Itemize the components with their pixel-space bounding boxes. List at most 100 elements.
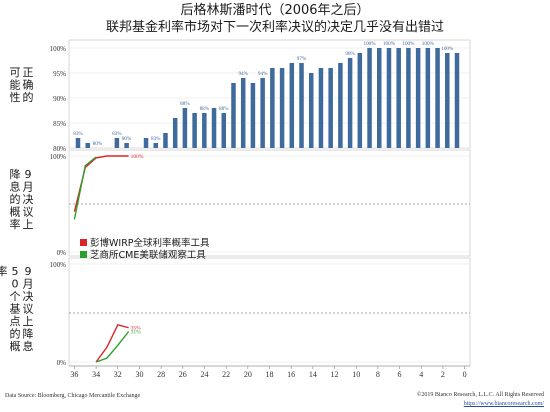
x-tick-label: 28 bbox=[157, 370, 165, 379]
series-line bbox=[95, 323, 129, 363]
bar bbox=[85, 143, 90, 148]
chart-title: 后格林斯潘时代（2006年之后） 联邦基金利率市场对下一次利率决议的决定几乎没有… bbox=[0, 2, 550, 36]
bar bbox=[124, 143, 129, 148]
title-line-2: 联邦基金利率市场对下一次利率决议的决定几乎没有出错过 bbox=[105, 20, 444, 35]
y-tick-label: 80% bbox=[53, 145, 66, 153]
y-axis-title-char: 可 bbox=[10, 66, 21, 79]
y-axis-title-char: 率 bbox=[10, 217, 21, 231]
bar bbox=[231, 83, 236, 148]
y-axis-title-char: 的 bbox=[10, 327, 21, 341]
x-tick-label: 10 bbox=[352, 370, 360, 379]
bar bbox=[454, 53, 460, 148]
y-axis-title-char: 的 bbox=[10, 192, 21, 206]
bar bbox=[163, 133, 168, 148]
y-axis-title-char: 月 bbox=[23, 181, 34, 194]
y-axis-title-char: 0 bbox=[12, 278, 19, 291]
y-axis-title-char: 上 bbox=[23, 315, 34, 328]
bar-value-label: 88% bbox=[180, 101, 190, 107]
x-tick-label: 6 bbox=[398, 370, 402, 379]
bar bbox=[445, 53, 450, 148]
bar bbox=[347, 58, 353, 148]
x-tick-label: 24 bbox=[200, 370, 208, 379]
series-line bbox=[95, 331, 130, 363]
series-end-label: 100% bbox=[131, 154, 144, 160]
bar bbox=[279, 68, 285, 148]
x-tick-label: 26 bbox=[179, 370, 187, 379]
bar-value-label: 83% bbox=[151, 136, 161, 142]
bar bbox=[328, 68, 333, 148]
x-tick-label: 8 bbox=[376, 370, 380, 379]
y-axis-title-char: 的 bbox=[23, 90, 34, 104]
y-axis-title-char: 个 bbox=[10, 290, 21, 303]
bar bbox=[75, 138, 81, 148]
x-tick-label: 4 bbox=[419, 370, 423, 379]
bar-value-label: 94% bbox=[238, 71, 248, 77]
panel-50bp-probability: 100% 0% 35%31% bbox=[50, 257, 471, 367]
bar-value-label: 83% bbox=[73, 131, 83, 137]
bar bbox=[250, 83, 256, 148]
bar bbox=[435, 48, 440, 148]
bar bbox=[415, 48, 421, 148]
bar bbox=[211, 108, 217, 148]
bar bbox=[143, 138, 149, 148]
y-axis-title-char: 上 bbox=[23, 218, 34, 231]
bar-value-label: 98% bbox=[345, 51, 355, 57]
y-axis-title-char: 议 bbox=[23, 206, 34, 219]
y-tick-label: 0% bbox=[57, 249, 67, 257]
bar bbox=[396, 48, 401, 148]
bar-value-label: 83% bbox=[112, 131, 122, 137]
y-axis-title-char: 率 bbox=[0, 264, 8, 278]
y-axis-title-char: 正 bbox=[23, 66, 34, 79]
bar bbox=[114, 138, 120, 148]
x-tick-label: 30 bbox=[135, 370, 143, 379]
y-axis-title-char: 9 bbox=[25, 168, 32, 181]
y-axis-title-char: 议 bbox=[23, 303, 34, 316]
bar bbox=[289, 63, 295, 148]
y-axis-title-char: 决 bbox=[23, 290, 34, 303]
copyright-note: ©2019 Bianco Research, L.L.C. All Rights… bbox=[416, 392, 544, 398]
y-axis-title-char: 降 bbox=[23, 327, 34, 341]
y-tick-label: 0% bbox=[57, 359, 67, 367]
bar-value-label: 97% bbox=[297, 56, 307, 62]
y-axis-title-char: 性 bbox=[10, 90, 21, 104]
bar bbox=[202, 113, 207, 148]
website-link[interactable]: https://www.biancoresearch.com/ bbox=[463, 401, 544, 407]
y-axis-title-char: 息 bbox=[10, 180, 21, 194]
series-line bbox=[73, 155, 129, 212]
legend-label: 芝商所CME美联储观察工具 bbox=[90, 249, 206, 261]
y-tick-label: 100% bbox=[50, 45, 67, 53]
panel-frame bbox=[68, 149, 471, 257]
title-line-1: 后格林斯潘时代（2006年之后） bbox=[180, 3, 370, 18]
y-axis-title-char: 决 bbox=[23, 193, 34, 206]
bar-value-label: 88% bbox=[219, 106, 229, 112]
x-tick-label: 12 bbox=[331, 370, 339, 379]
bar bbox=[182, 108, 188, 148]
y-axis-title-char: 基 bbox=[10, 303, 21, 316]
bar bbox=[153, 143, 158, 148]
x-tick-label: 16 bbox=[287, 370, 295, 379]
bar bbox=[425, 48, 431, 148]
x-tick-label: 0 bbox=[463, 370, 467, 379]
panel-cut-probability: 100% 0% 100% bbox=[50, 149, 471, 257]
legend-label: 彭博WIRP全球利率概率工具 bbox=[90, 237, 210, 249]
x-tick-label: 22 bbox=[222, 370, 230, 379]
bar bbox=[240, 78, 246, 148]
bar-value-label: 88% bbox=[200, 106, 210, 112]
bar bbox=[270, 68, 275, 148]
bar bbox=[357, 53, 363, 148]
y-axis-title-char: 月 bbox=[23, 278, 34, 291]
x-axis: 36 34 32 30 28 26 24 22 20 18 16 14 12 10 8 6 4 2 0 bbox=[69, 365, 470, 379]
y-axis-title-char: 概 bbox=[10, 206, 21, 219]
y-axis-title-char: 9 bbox=[25, 265, 32, 278]
y-axis-title-char: 降 bbox=[10, 167, 21, 181]
x-tick-label: 34 bbox=[92, 370, 100, 379]
y-tick-label: 95% bbox=[53, 70, 66, 78]
y-axis-title-char: 确 bbox=[23, 79, 34, 92]
bar-value-label: 100% bbox=[383, 41, 396, 47]
bar bbox=[386, 48, 392, 148]
x-tick-label: 2 bbox=[441, 370, 445, 379]
